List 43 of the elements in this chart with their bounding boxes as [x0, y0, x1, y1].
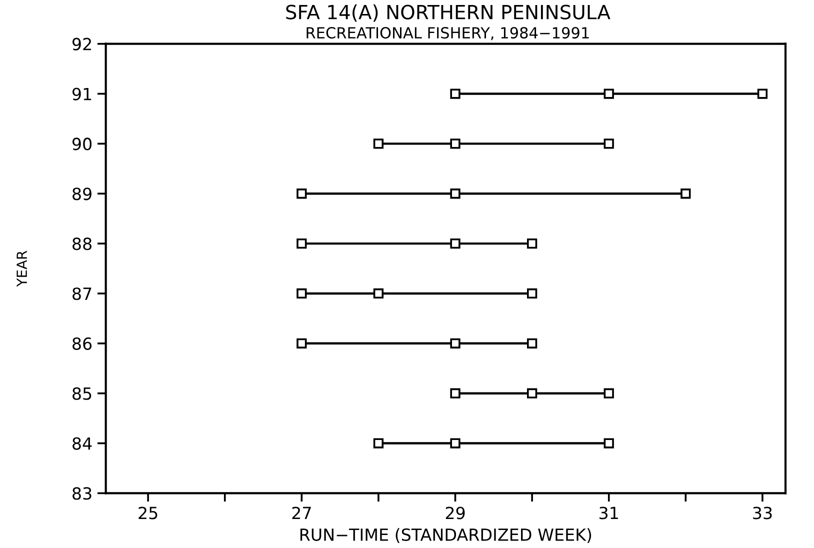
point — [526, 388, 538, 398]
point — [450, 238, 460, 249]
point — [526, 288, 538, 299]
y-tick-label: 83 — [72, 487, 92, 500]
point — [526, 338, 538, 348]
point — [757, 88, 768, 99]
y-tick-label: 88 — [72, 238, 92, 250]
x-axis-title: RUN−TIME (STANDARDIZED WEEK) — [300, 528, 592, 543]
point — [296, 338, 307, 348]
point — [373, 438, 384, 448]
x-tick-label: 27 — [292, 506, 311, 520]
x-tick-label: 29 — [446, 506, 465, 520]
point — [296, 188, 307, 199]
y-tick-label: 87 — [72, 287, 92, 300]
point — [296, 288, 307, 299]
point — [373, 288, 384, 299]
y-tick-label: 85 — [72, 387, 92, 400]
y-tick-label: 91 — [72, 88, 92, 100]
y-tick-label: 89 — [72, 188, 92, 200]
y-tick-label: 90 — [72, 138, 92, 150]
point — [604, 438, 614, 448]
x-tick-label: 33 — [753, 506, 772, 520]
point — [450, 138, 460, 149]
point — [604, 388, 614, 398]
point — [373, 138, 384, 149]
x-tick-label: 25 — [138, 506, 158, 520]
y-tick-label: 84 — [72, 437, 92, 450]
point — [450, 438, 460, 448]
point — [450, 188, 460, 199]
chart-title: SFA 14(A) NORTHERN PENINSULA — [286, 4, 610, 22]
y-tick-label: 86 — [72, 337, 92, 350]
point — [604, 88, 614, 99]
point — [296, 238, 307, 249]
point — [450, 388, 460, 398]
point — [450, 338, 460, 348]
point — [450, 88, 460, 99]
chart-subtitle: RECREATIONAL FISHERY, 1984−1991 — [306, 27, 589, 40]
point — [604, 138, 614, 149]
point — [526, 238, 538, 249]
y-tick-label: 92 — [72, 38, 91, 50]
y-axis-title: YEAR — [16, 250, 27, 287]
x-tick-label: 31 — [600, 506, 618, 520]
point — [680, 188, 691, 199]
